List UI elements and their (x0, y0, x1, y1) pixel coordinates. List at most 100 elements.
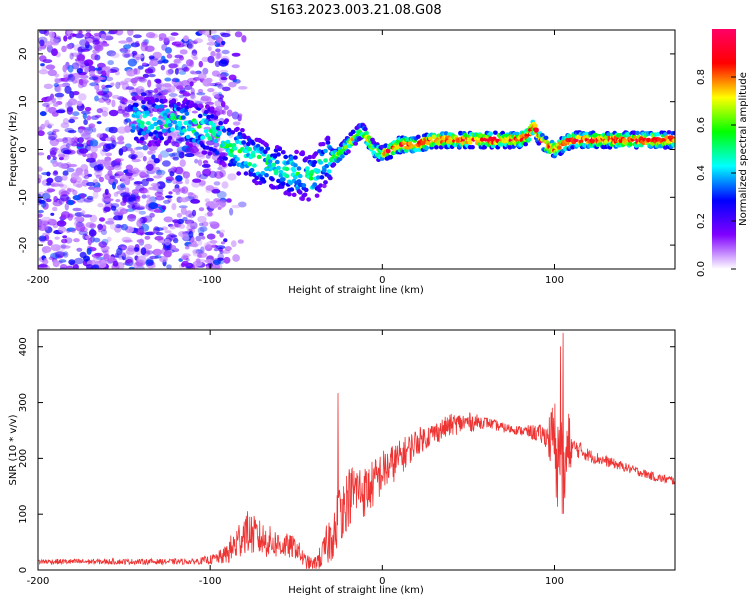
spectrogram-ridge-cell (388, 154, 393, 160)
spectrogram-noise-cell (117, 136, 125, 142)
spectrogram-noise-cell (176, 150, 182, 158)
spectrogram-noise-cell (68, 138, 75, 144)
spectrogram-noise-cell (115, 171, 125, 177)
spectrogram-noise-cell (140, 223, 150, 232)
spectrogram-noise-cell (81, 172, 88, 179)
spectrogram-noise-cell (223, 238, 228, 243)
spectrogram-ridge-cell (272, 153, 278, 158)
spectrogram-noise-cell (89, 139, 99, 147)
spectrogram-ridge-cell (218, 155, 224, 161)
spectrogram-noise-cell (145, 250, 154, 255)
spectrogram-noise-cell (138, 169, 149, 177)
spectrogram-noise-cell (198, 232, 204, 237)
spectrogram-ridge-cell (672, 130, 675, 136)
spectrogram-noise-cell (189, 94, 197, 100)
spectrogram-noise-cell (164, 230, 172, 234)
spectrogram-ridge-cell (135, 95, 140, 100)
spectrogram-noise-cell (81, 110, 91, 115)
spectrogram-noise-cell (38, 213, 43, 218)
spectrogram-noise-cell (140, 92, 147, 97)
spectrogram-noise-cell (40, 63, 45, 67)
spectrogram-noise-cell (98, 97, 106, 103)
spectrogram-ridge-cell (156, 139, 162, 144)
spectrogram-noise-cell (212, 259, 221, 266)
colorbar-label: Normalized spectral amplitude (738, 72, 749, 226)
spectrogram-ridge-cell (224, 118, 230, 123)
spectrogram-noise-cell (76, 247, 83, 252)
spectrogram-ridge-cell (321, 168, 327, 173)
spectrogram-noise-cell (115, 30, 124, 36)
spectrogram-ridge-cell (288, 180, 293, 186)
spectrogram-noise-cell (43, 83, 54, 90)
spectrogram-noise-cell (48, 256, 55, 261)
spectrogram-noise-cell (228, 74, 237, 81)
spectrogram-noise-cell (114, 158, 122, 163)
spectrogram-noise-cell (144, 45, 155, 52)
spectrogram-noise-cell (162, 160, 171, 167)
spectrogram-ridge-cell (289, 187, 295, 192)
spectrogram-ridge-cell (193, 120, 198, 125)
spectrogram-ridge-cell (323, 148, 328, 154)
spectrogram-noise-cell (134, 207, 145, 211)
spectrogram-ridge-cell (307, 154, 313, 160)
spectrogram-ridge-cell (331, 162, 337, 167)
spectrogram-noise-cell (228, 81, 237, 88)
spectrogram-ridge-cell (165, 108, 171, 113)
spectrogram-noise-cell (108, 126, 119, 134)
spectrogram-ridge-cell (320, 141, 326, 147)
spectrogram-noise-cell (93, 237, 101, 243)
spectrogram-noise-cell (176, 85, 184, 90)
spectrogram-noise-cell (93, 164, 103, 171)
spectrogram-ridge-cell (153, 121, 159, 127)
spectrogram-noise-cell (58, 197, 65, 205)
spectrogram-ridge-cell (199, 104, 204, 109)
spectrogram-ridge-cell (207, 151, 213, 156)
spectrogram-ridge-cell (235, 139, 240, 144)
spectrogram-noise-cell (191, 110, 198, 114)
spectrogram-noise-cell (55, 109, 66, 114)
spectrogram-ridge-cell (488, 136, 493, 141)
spectrogram-ridge-cell (415, 134, 421, 139)
spectrogram-noise-cell (123, 239, 133, 243)
spectrogram-noise-cell (172, 178, 177, 185)
spectrogram-ridge-cell (208, 146, 214, 152)
spectrogram-noise-cell (76, 143, 84, 148)
spectrogram-ridge-cell (139, 120, 145, 126)
spectrogram-noise-cell (65, 143, 71, 149)
spectrogram-ridge-cell (158, 120, 163, 126)
spectrogram-noise-cell (82, 214, 93, 218)
spectrogram-noise-cell (61, 214, 67, 219)
spectrogram-ridge-cell (182, 128, 187, 133)
spectrogram-noise-cell (219, 229, 225, 233)
spectrogram-noise-cell (64, 237, 73, 244)
spectrogram-ridge-cell (264, 142, 269, 148)
spectrogram-noise-cell (79, 129, 90, 137)
spectrogram-noise-cell (126, 37, 133, 43)
spectrogram-noise-cell (187, 77, 197, 84)
snr-x-tick-label: -100 (199, 576, 222, 587)
spectrogram-ridge-cell (206, 114, 212, 120)
spectrogram-noise-cell (68, 163, 78, 168)
spectrogram-noise-cell (204, 198, 210, 203)
spectrogram-noise-cell (74, 257, 84, 265)
spectrogram-ridge-cell (177, 122, 183, 127)
colorbar-scale (712, 29, 736, 269)
spectrogram-noise-cell (142, 62, 147, 66)
spectrogram-noise-cell (93, 32, 104, 37)
spectrogram-noise-cell (234, 31, 243, 38)
spectrogram-noise-cell (190, 87, 195, 96)
spectrogram-noise-cell (57, 153, 66, 158)
spectrogram-noise-cell (136, 255, 147, 263)
spectrogram-noise-cell (105, 160, 112, 165)
spectrogram-noise-cell (81, 210, 86, 215)
spectrogram-noise-cell (133, 147, 139, 151)
spectrogram-noise-cell (231, 240, 237, 248)
spectrogram-noise-cell (55, 251, 65, 258)
spectrogram-noise-cell (106, 50, 117, 57)
spectrogram-noise-cell (238, 201, 247, 208)
spectrogram-noise-cell (158, 33, 167, 40)
spectrogram-ridge-cell (202, 150, 208, 155)
spectrogram-noise-cell (42, 247, 47, 255)
spectrogram-noise-cell (221, 249, 231, 254)
